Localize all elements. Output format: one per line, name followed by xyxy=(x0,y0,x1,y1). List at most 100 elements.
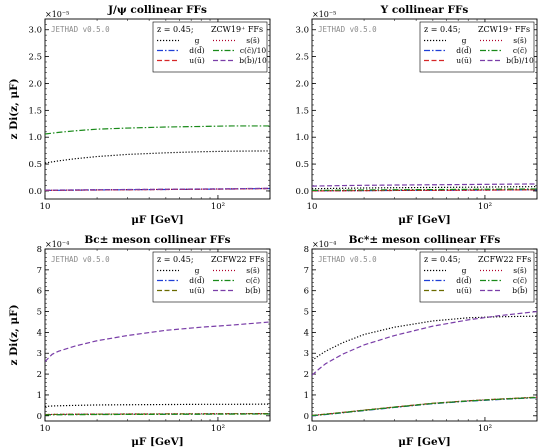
chart-title: J/ψ collinear FFs xyxy=(107,4,207,16)
legend-entry: c(c̄) xyxy=(513,46,527,55)
plot-frame xyxy=(311,248,538,422)
legend-entry: c(c̄) xyxy=(513,276,527,285)
y-tick-label: 1.0 xyxy=(295,133,309,143)
legend-title: ZCFW22 FFs xyxy=(478,255,531,264)
legend-entry: s(s̄) xyxy=(513,266,527,275)
y-tick-label: 1.5 xyxy=(295,106,309,116)
y-tick-label: 2.0 xyxy=(28,79,42,89)
watermark: JETHAD v0.5.0 xyxy=(51,255,110,264)
y-tick-label: 8 xyxy=(304,245,309,255)
legend-entry: b(b̄) xyxy=(512,285,528,295)
plot-frame xyxy=(44,248,271,422)
legend-entry: d(d̄) xyxy=(456,45,472,55)
series-line xyxy=(45,321,270,363)
y-axis-label: z Di(z, μF) xyxy=(8,304,20,365)
y-tick-label: 6 xyxy=(37,287,42,297)
legend-entry: c(c̄)/10 xyxy=(240,46,267,55)
series-line xyxy=(312,189,537,192)
x-axis-label: μF [GeV] xyxy=(131,436,184,447)
legend-entry: c(c̄) xyxy=(246,276,260,285)
y-tick-label: 2 xyxy=(37,370,42,380)
legend-entry: s(s̄) xyxy=(246,36,260,45)
y-multiplier: ×10⁻⁵ xyxy=(45,10,69,19)
y-multiplier: ×10⁻⁴ xyxy=(45,240,69,249)
chart-title: Bc± meson collinear FFs xyxy=(84,234,230,246)
legend-z-label: z = 0.45; xyxy=(157,255,194,264)
y-tick-label: 0 xyxy=(37,412,42,422)
series-line xyxy=(45,125,270,135)
legend-entry: g xyxy=(195,266,200,275)
series-line xyxy=(312,188,537,191)
y-multiplier: ×10⁻⁵ xyxy=(312,10,336,19)
y-tick-label: 1 xyxy=(304,391,309,401)
y-tick-label: 4 xyxy=(304,328,309,338)
legend-title: ZCW19⁺ FFs xyxy=(211,25,263,34)
y-tick-label: 3 xyxy=(37,349,42,359)
watermark: JETHAD v0.5.0 xyxy=(318,25,377,34)
y-tick-label: 2.0 xyxy=(295,79,309,89)
y-tick-label: 0.5 xyxy=(295,160,309,170)
legend: z = 0.45; ZCFW22 FFs gd(d̄)u(ū) s(s̄)c(c̄)b… xyxy=(152,251,268,303)
series-line xyxy=(312,310,537,376)
y-tick-label: 3 xyxy=(304,349,309,359)
jpsi-panel: J/ψ collinear FFs ×10⁻⁵ 0.0 0.5 1.0 1.5 2.0 2.5… xyxy=(8,4,271,226)
legend-entry: d(d̄) xyxy=(189,275,205,285)
legend-entry: s(s̄) xyxy=(513,36,527,45)
series-line xyxy=(45,187,270,191)
y-tick-label: 2.5 xyxy=(28,53,42,63)
y-tick-label: 0.0 xyxy=(295,187,309,197)
bcstar-panel: Bc*± meson collinear FFs ×10⁻⁴ 0 1 2 3 4 5 6 7 8 10… xyxy=(304,234,538,447)
series-line xyxy=(312,397,537,417)
legend-title: ZCFW22 FFs xyxy=(211,255,264,264)
y-tick-label: 2 xyxy=(304,370,309,380)
x-tick-label: 10 xyxy=(40,202,51,212)
y-tick-label: 4 xyxy=(37,328,42,338)
y-tick-label: 1.5 xyxy=(28,106,42,116)
legend: z = 0.45; ZCW19⁺ FFs gd(d̄)u(ū) s(s̄)c(c̄)/… xyxy=(152,21,268,73)
y-tick-label: 0.5 xyxy=(28,160,42,170)
legend-entry: b(b̄)/10 xyxy=(506,55,534,65)
legend-entry: b(b̄) xyxy=(245,285,261,295)
y-tick-label: 7 xyxy=(304,266,309,276)
plot-frame xyxy=(44,18,271,200)
series-line xyxy=(312,396,537,416)
x-axis-label: μF [GeV] xyxy=(131,214,184,226)
legend-entry: s(s̄) xyxy=(246,266,260,275)
legend-entry: g xyxy=(462,266,467,275)
upsilon-panel: Υ collinear FFs ×10⁻⁵ 0.0 0.5 1.0 1.5 2.0 2.5 3.… xyxy=(295,4,538,226)
chart-title: Bc*± meson collinear FFs xyxy=(349,234,501,246)
y-tick-label: 1.0 xyxy=(28,133,42,143)
x-tick-label: 10² xyxy=(211,202,225,212)
y-tick-label: 6 xyxy=(304,287,309,297)
legend-z-label: z = 0.45; xyxy=(424,25,461,34)
chart-title: Υ collinear FFs xyxy=(380,4,469,16)
series-line xyxy=(312,183,537,187)
y-tick-label: 3.0 xyxy=(28,26,42,36)
legend-entry: u(ū) xyxy=(189,286,205,295)
y-tick-label: 2.5 xyxy=(295,53,309,63)
legend-z-label: z = 0.45; xyxy=(424,255,461,264)
legend: z = 0.45; ZCFW22 FFs gd(d̄)u(ū) s(s̄)c(c̄)b… xyxy=(419,251,535,303)
x-tick-label: 10² xyxy=(211,424,225,434)
series-line xyxy=(312,186,537,190)
legend-entry: g xyxy=(195,36,200,45)
legend: z = 0.45; ZCW19⁺ FFs gd(d̄)u(ū) s(s̄)c(c̄)b… xyxy=(419,21,535,73)
y-tick-label: 7 xyxy=(37,266,42,276)
bc-panel: Bc± meson collinear FFs ×10⁻⁴ 0 1 2 3 4 5 6 7 8 10 1… xyxy=(8,234,271,447)
legend-entry: b(b̄)/10 xyxy=(239,55,267,65)
y-axis-label: z Di(z, μF) xyxy=(8,78,20,139)
watermark: JETHAD v0.5.0 xyxy=(318,255,377,264)
legend-entry: g xyxy=(462,36,467,45)
y-tick-label: 8 xyxy=(37,245,42,255)
y-tick-label: 3.0 xyxy=(295,26,309,36)
y-tick-label: 5 xyxy=(37,308,42,318)
plot-frame xyxy=(311,18,538,200)
legend-title: ZCW19⁺ FFs xyxy=(478,25,530,34)
series-line xyxy=(45,413,270,416)
watermark: JETHAD v0.5.0 xyxy=(51,25,110,34)
series-line xyxy=(45,413,270,416)
legend-entry: u(ū) xyxy=(456,56,472,65)
legend-entry: d(d̄) xyxy=(189,45,205,55)
x-tick-label: 10 xyxy=(40,424,51,434)
